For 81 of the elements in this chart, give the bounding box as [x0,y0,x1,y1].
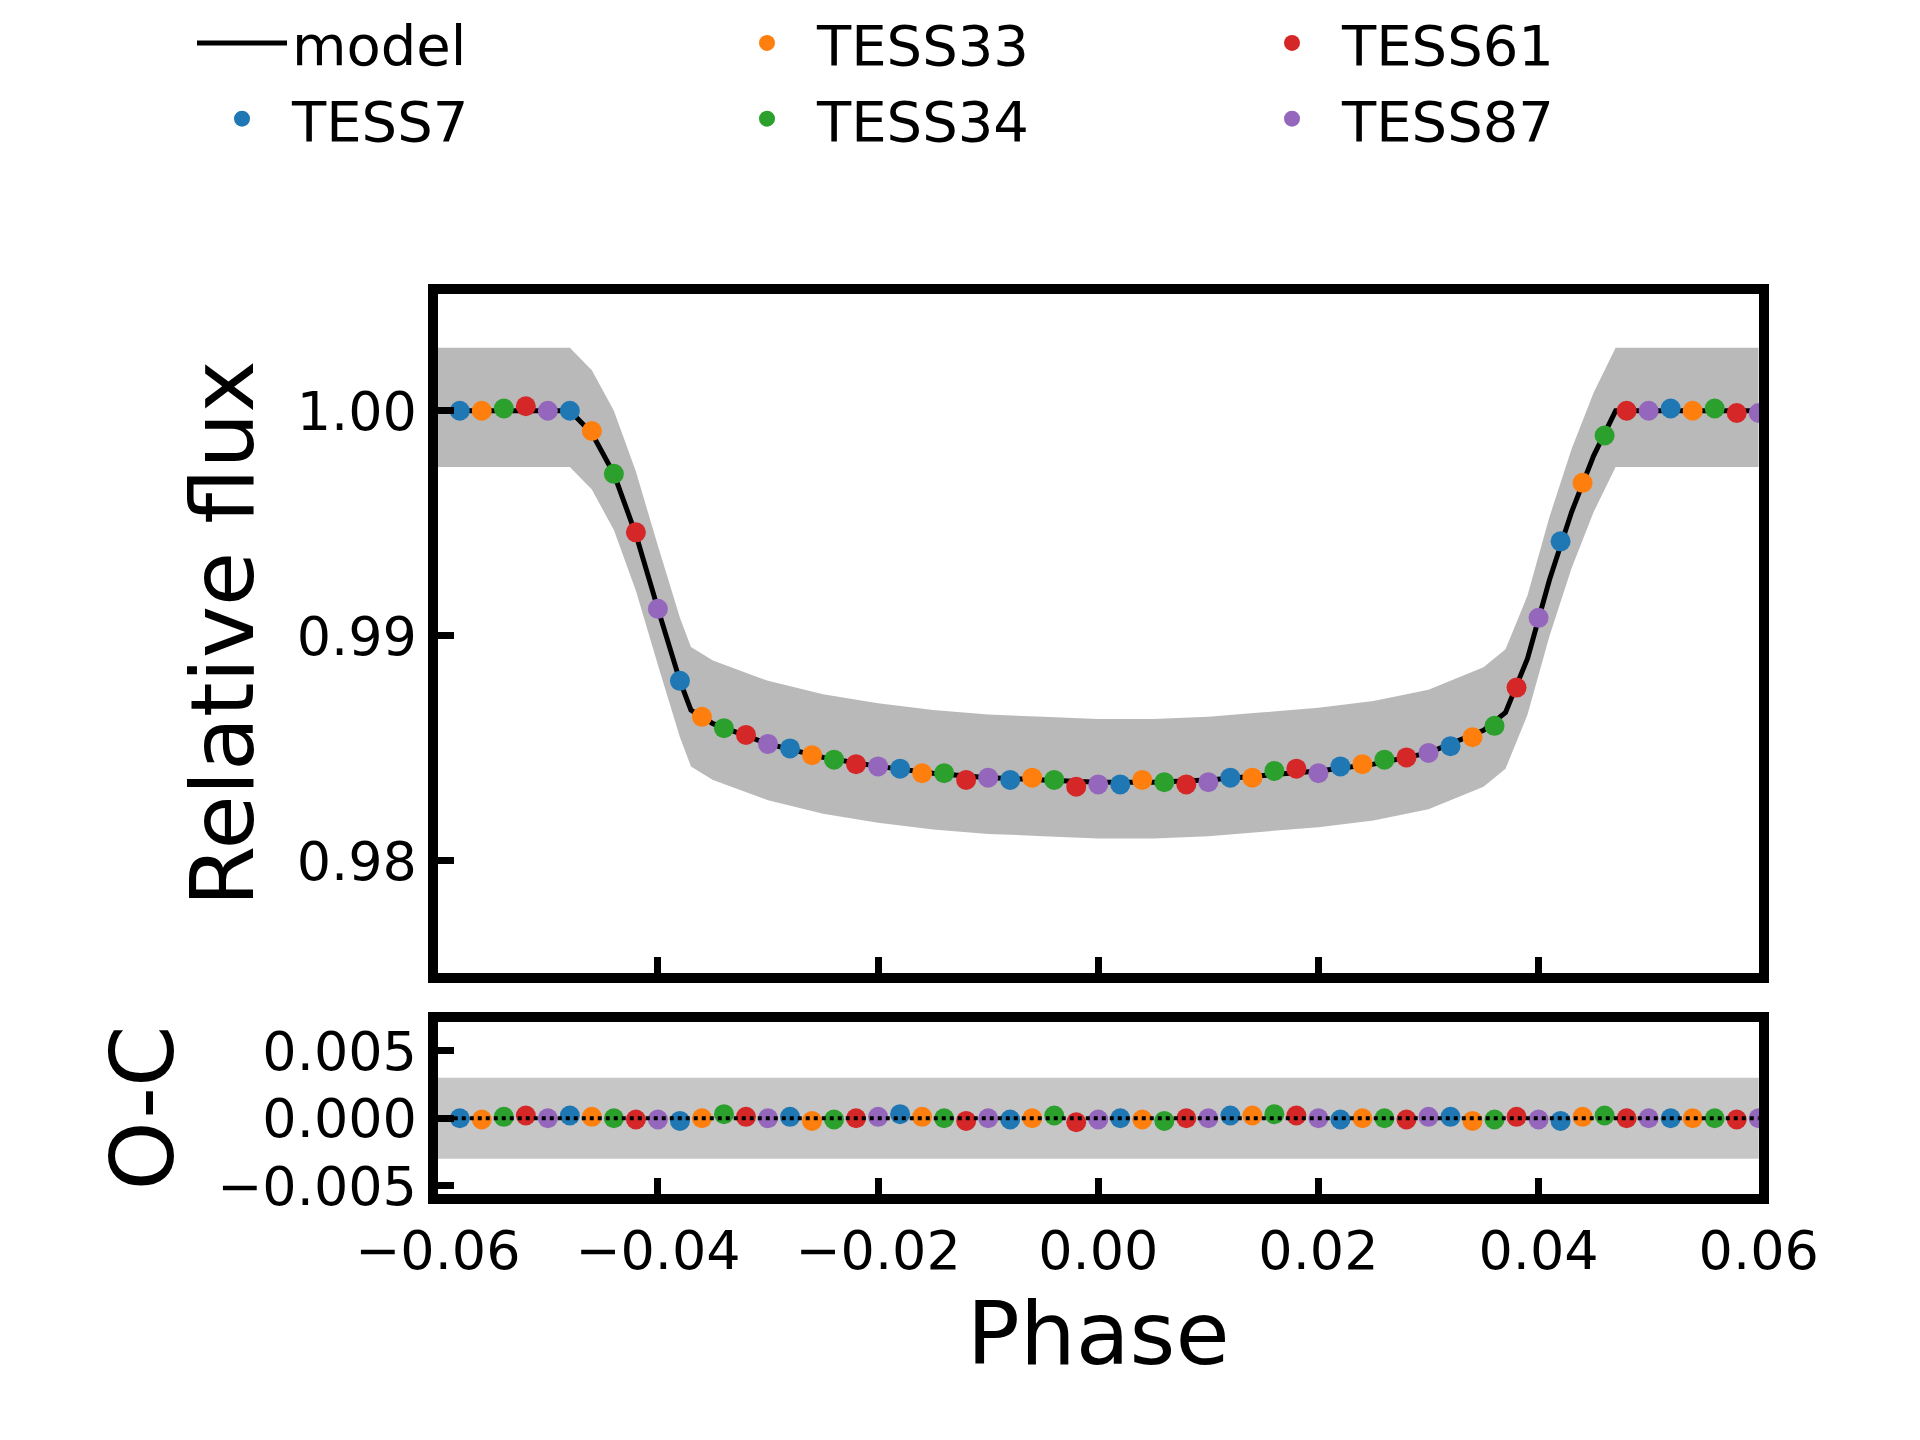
point [603,463,624,484]
point [559,400,580,421]
point [1000,769,1021,790]
point [912,763,933,784]
point [1418,742,1439,763]
point [1330,756,1351,777]
legend-label: TESS33 [816,12,1029,78]
point [1462,727,1483,748]
point [669,670,690,691]
point [1264,760,1285,781]
point [1374,749,1395,770]
point [1550,531,1571,552]
point [758,733,778,754]
point [1484,715,1505,736]
y-tick-label: 1.00 [296,379,417,443]
legend-label: TESS87 [1341,88,1554,154]
point [780,738,801,759]
x-tick-label: −0.02 [795,1218,961,1282]
point [956,769,977,790]
x-tick-label: 0.06 [1698,1218,1819,1282]
point [934,763,955,784]
point [493,398,514,419]
y-tick-label: 0.98 [296,829,417,893]
point [1572,472,1593,493]
point [1682,400,1703,421]
point [1088,774,1109,795]
point [449,400,470,421]
legend-label: TESS7 [291,88,469,154]
point [1066,776,1087,797]
point [735,724,756,745]
point [1440,736,1461,757]
legend-label: TESS34 [816,88,1029,154]
point [1110,774,1131,795]
point [647,598,668,619]
point [1594,425,1615,446]
point [1022,767,1043,788]
point [1352,754,1373,775]
point [846,754,867,775]
point [1528,607,1549,628]
y-axis-title: Relative flux [170,360,274,907]
y-tick-label: −0.005 [217,1154,417,1218]
point [1660,398,1681,419]
point [1176,774,1197,795]
point [471,400,492,421]
legend-label: TESS61 [1341,12,1554,78]
point [1242,767,1263,788]
point [1506,677,1527,698]
point [1132,769,1153,790]
legend-label: model [292,12,467,78]
y-tick-label: 0.000 [262,1087,417,1151]
point [978,767,999,788]
x-tick-label: 0.02 [1258,1218,1379,1282]
point [713,718,734,739]
point [1044,769,1065,790]
y-axis-title: O-C [91,1025,195,1191]
x-axis-title: Phase [966,1281,1230,1385]
point [1220,767,1241,788]
point [890,758,911,779]
point [1154,772,1175,793]
point [625,522,646,543]
x-tick-label: 0.00 [1038,1218,1159,1282]
y-tick-label: 0.99 [296,604,417,668]
point [1616,400,1637,421]
point [515,396,536,417]
point [1704,398,1725,419]
point [1638,400,1659,421]
point [1726,403,1747,424]
y-tick-label: 0.005 [262,1019,417,1083]
point [537,400,558,421]
point [1396,747,1417,768]
point [691,706,712,727]
point [824,749,845,770]
point [868,756,889,777]
point [1198,772,1219,793]
x-tick-label: −0.04 [575,1218,741,1282]
point [1308,763,1329,784]
x-tick-label: 0.04 [1478,1218,1599,1282]
point [581,421,602,442]
x-tick-label: −0.06 [355,1218,521,1282]
point [802,745,823,766]
point [1286,758,1307,779]
